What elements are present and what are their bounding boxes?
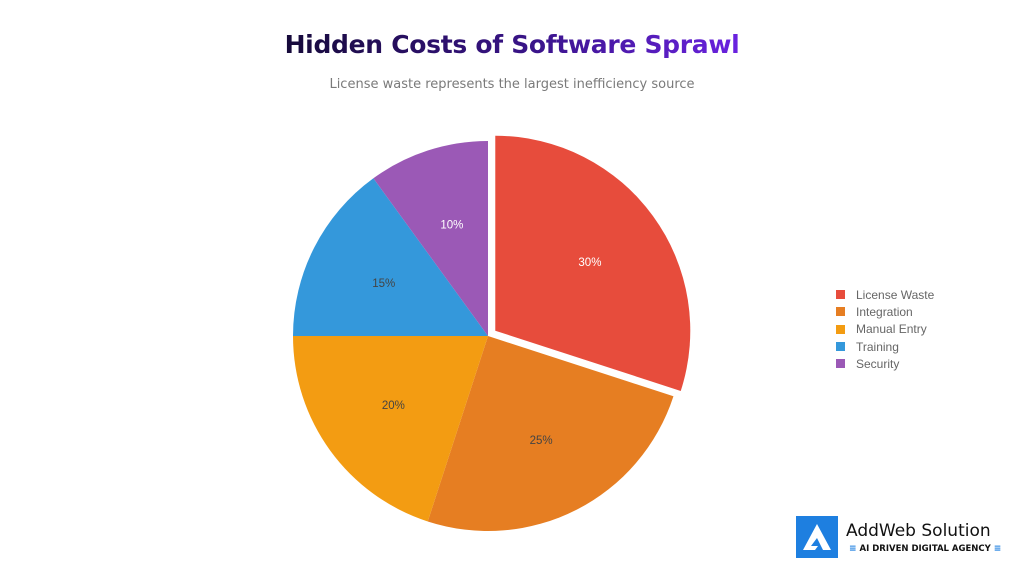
slice-value-label: 20% — [382, 400, 405, 412]
legend-label: License Waste — [856, 287, 935, 302]
pie-slice-security[interactable] — [373, 141, 488, 336]
legend-item-integration[interactable]: Integration — [836, 303, 934, 320]
legend-label: Manual Entry — [856, 322, 927, 337]
pie-slice-training[interactable] — [293, 178, 488, 336]
chart-subtitle: License waste represents the largest ine… — [329, 77, 695, 92]
legend-swatch — [836, 290, 845, 300]
legend-swatch — [836, 359, 845, 369]
legend-label: Security — [856, 356, 900, 371]
wing-right-icon: ≡ — [993, 543, 1002, 554]
legend-swatch — [836, 342, 845, 352]
slice-value-label: 15% — [372, 278, 395, 290]
brand-logo-icon — [796, 516, 838, 558]
legend-item-manual-entry[interactable]: Manual Entry — [836, 321, 934, 338]
legend-item-license-waste[interactable]: License Waste — [836, 286, 934, 303]
pie-slice-integration[interactable] — [427, 336, 674, 531]
legend-swatch — [836, 324, 845, 334]
chart-title: Hidden Costs of Software Sprawl — [284, 30, 740, 59]
wing-left-icon: ≡ — [849, 543, 857, 554]
brand-name: AddWeb Solution — [846, 520, 991, 541]
pie-slice-manual-entry[interactable] — [293, 336, 488, 522]
slice-value-label: 10% — [440, 220, 463, 232]
brand-tagline: ≡ AI DRIVEN DIGITAL AGENCY ≡ — [849, 543, 1002, 554]
legend-label: Integration — [856, 304, 913, 319]
slice-value-label: 25% — [530, 435, 553, 447]
slice-value-label: 30% — [578, 257, 601, 269]
legend-item-security[interactable]: Security — [836, 355, 934, 372]
brand-watermark: AddWeb Solution ≡ AI DRIVEN DIGITAL AGEN… — [796, 516, 1004, 558]
chart-legend: License Waste Integration Manual Entry T… — [836, 286, 934, 372]
legend-swatch — [836, 307, 845, 317]
legend-label: Training — [856, 339, 899, 354]
legend-item-training[interactable]: Training — [836, 338, 934, 355]
pie-slice-license-waste[interactable] — [495, 135, 691, 391]
